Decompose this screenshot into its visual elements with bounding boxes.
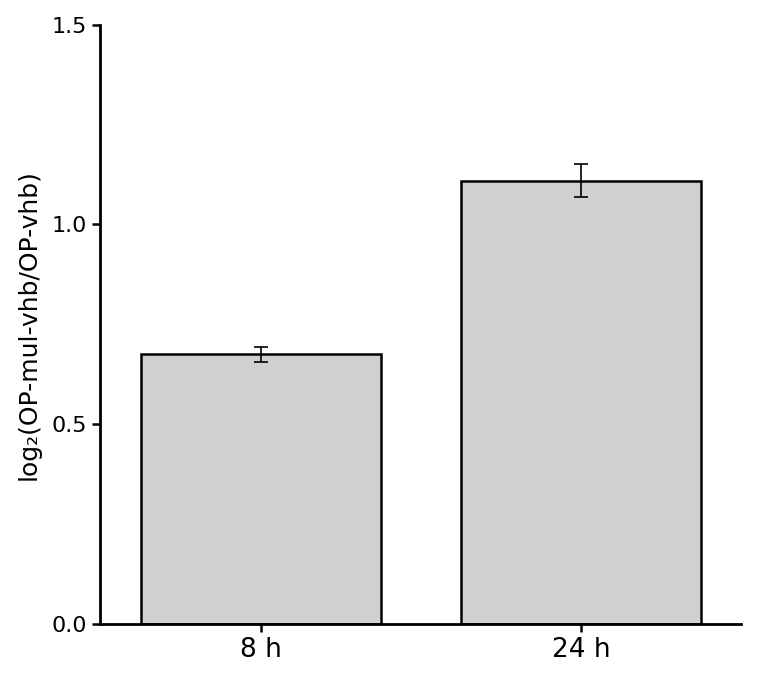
Bar: [140, 354, 381, 624]
Bar: [461, 180, 701, 624]
Y-axis label: log₂(OP-mul-vhb/OP-vhb): log₂(OP-mul-vhb/OP-vhb): [17, 169, 41, 480]
